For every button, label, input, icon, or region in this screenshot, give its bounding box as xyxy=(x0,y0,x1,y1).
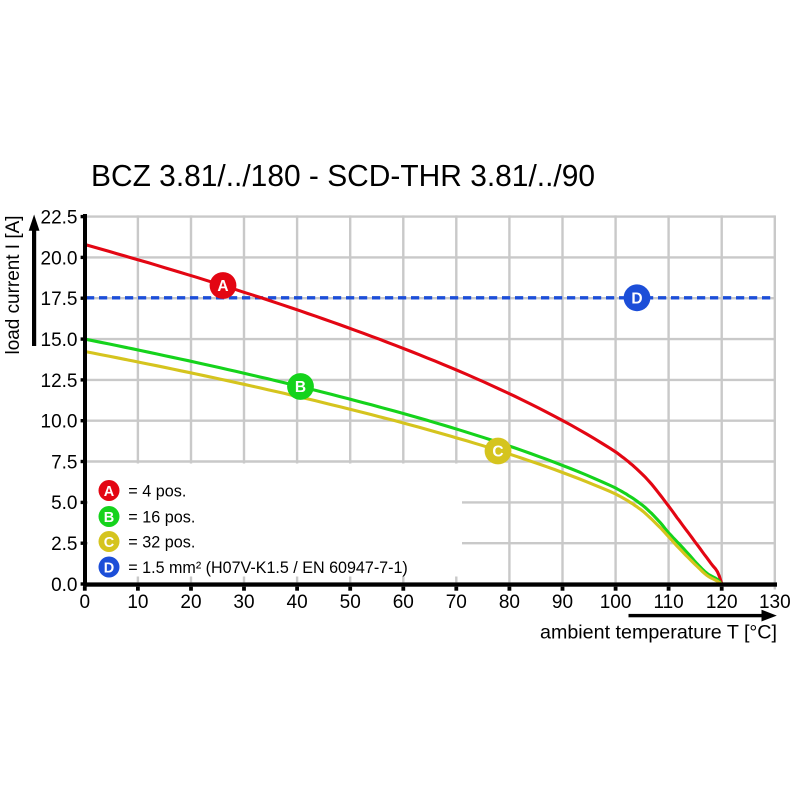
svg-text:100: 100 xyxy=(600,592,632,613)
svg-text:5.0: 5.0 xyxy=(51,493,77,514)
svg-text:= 4 pos.: = 4 pos. xyxy=(128,482,186,500)
svg-text:D: D xyxy=(631,290,642,307)
svg-text:130: 130 xyxy=(759,592,791,613)
svg-text:120: 120 xyxy=(706,592,738,613)
svg-text:90: 90 xyxy=(552,592,573,613)
svg-text:A: A xyxy=(217,278,228,295)
svg-text:B: B xyxy=(295,379,306,396)
svg-text:20: 20 xyxy=(180,592,201,613)
svg-text:0.0: 0.0 xyxy=(51,575,77,596)
svg-text:70: 70 xyxy=(446,592,467,613)
svg-text:7.5: 7.5 xyxy=(51,452,77,473)
svg-text:= 32 pos.: = 32 pos. xyxy=(128,533,195,551)
svg-text:40: 40 xyxy=(287,592,308,613)
svg-text:2.5: 2.5 xyxy=(51,534,77,555)
svg-text:C: C xyxy=(104,535,115,551)
svg-text:B: B xyxy=(104,510,114,526)
svg-text:ambient temperature T [°C]: ambient temperature T [°C] xyxy=(540,622,777,644)
svg-text:= 1.5 mm² (H07V-K1.5 / EN 6094: = 1.5 mm² (H07V-K1.5 / EN 60947-7-1) xyxy=(128,559,408,577)
svg-text:50: 50 xyxy=(340,592,361,613)
svg-text:17.5: 17.5 xyxy=(41,289,78,310)
svg-text:BCZ 3.81/../180 - SCD-THR 3.81: BCZ 3.81/../180 - SCD-THR 3.81/../90 xyxy=(91,158,595,193)
svg-text:22.5: 22.5 xyxy=(41,208,78,229)
svg-text:10.0: 10.0 xyxy=(41,412,78,433)
svg-text:10: 10 xyxy=(127,592,148,613)
svg-text:60: 60 xyxy=(393,592,414,613)
svg-text:30: 30 xyxy=(233,592,254,613)
svg-text:110: 110 xyxy=(653,592,683,613)
svg-text:0: 0 xyxy=(80,592,91,613)
svg-text:load current I [A]: load current I [A] xyxy=(3,216,24,355)
svg-text:12.5: 12.5 xyxy=(41,371,78,392)
svg-text:15.0: 15.0 xyxy=(41,330,78,351)
svg-text:D: D xyxy=(104,560,114,576)
svg-text:20.0: 20.0 xyxy=(41,248,78,269)
svg-text:A: A xyxy=(104,484,115,500)
svg-text:80: 80 xyxy=(499,592,520,613)
svg-text:C: C xyxy=(492,444,503,461)
svg-text:= 16 pos.: = 16 pos. xyxy=(128,508,195,526)
